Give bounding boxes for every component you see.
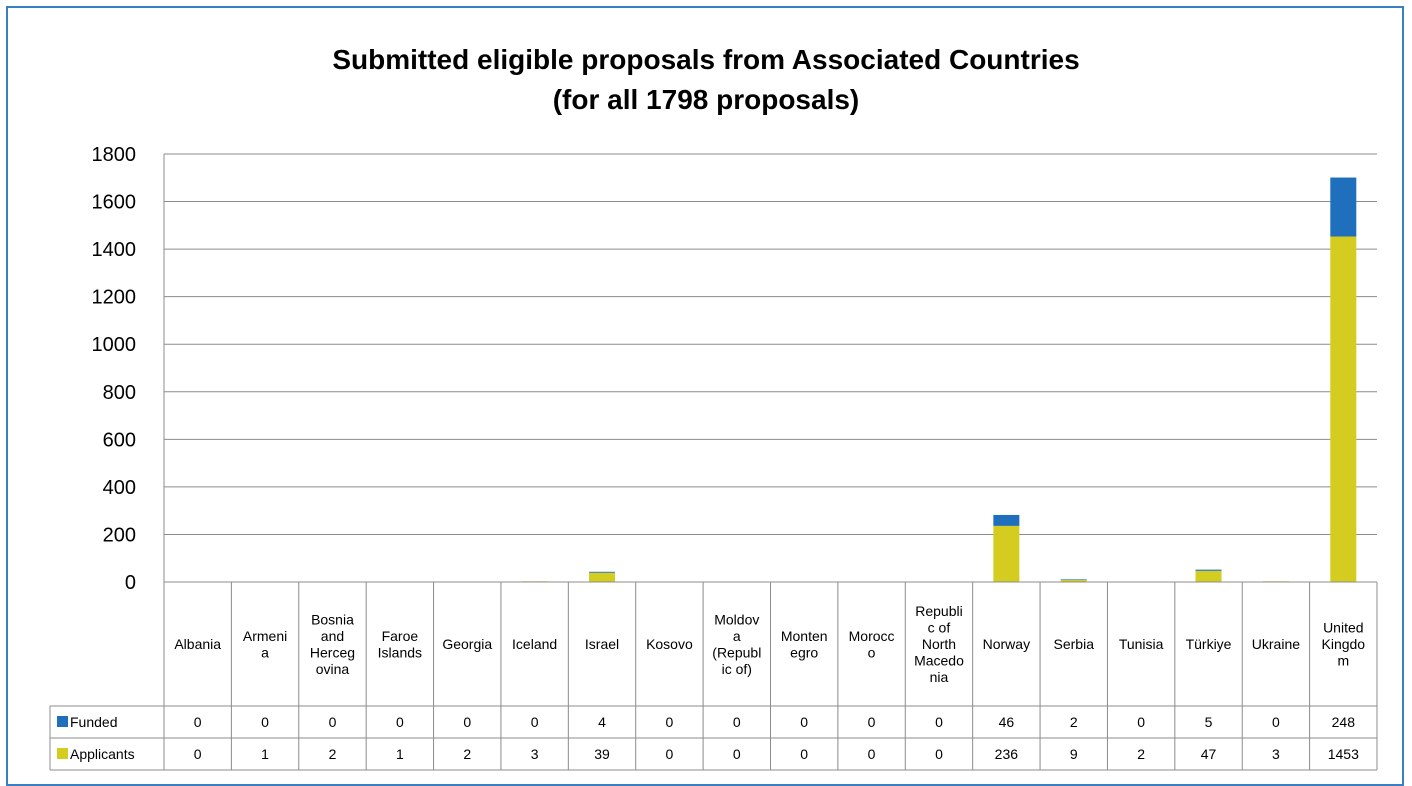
legend-label-applicants: Applicants [70,746,135,762]
bar-applicants [993,525,1020,582]
data-label: 1453 [1328,746,1359,762]
data-label: 3 [1272,746,1280,762]
data-label: 1 [261,746,269,762]
category-label: Faroe Islands [378,628,422,661]
bar-funded [1195,569,1222,571]
category-label: Tunisia [1119,636,1164,652]
data-label: 0 [733,714,741,730]
data-label: 0 [261,714,269,730]
bar-funded [993,514,1020,526]
category-label: Bosnia and Herceg ovina [310,611,355,677]
data-label: 0 [800,714,808,730]
data-label: 39 [594,746,610,762]
data-label: 0 [800,746,808,762]
data-label: 0 [666,714,674,730]
bar-applicants [1060,579,1087,582]
data-label: 2 [463,746,471,762]
legend-swatch-applicants [57,748,68,759]
bar-applicants [1330,236,1357,582]
data-label: 2 [329,746,337,762]
category-label: Ukraine [1252,636,1300,652]
chart-frame [6,6,1404,786]
category-label: Armeni a [243,628,287,661]
data-label: 4 [598,714,606,730]
y-tick-label: 1800 [92,144,137,166]
data-label: 0 [1272,714,1280,730]
data-label: 47 [1201,746,1217,762]
y-tick-label: 1400 [92,239,137,261]
category-label: Serbia [1054,636,1095,652]
data-label: 0 [194,746,202,762]
chart-title: Submitted eligible proposals from Associ… [0,40,1412,120]
bar-applicants [1195,570,1222,582]
legend-label-funded: Funded [70,714,117,730]
category-label: Albania [174,636,221,652]
category-label: Israel [585,636,619,652]
data-label: 0 [1137,714,1145,730]
category-label: Monten egro [781,628,828,661]
y-tick-label: 1000 [92,334,137,356]
data-label: 5 [1205,714,1213,730]
y-tick-label: 600 [103,429,136,451]
data-label: 2 [1070,714,1078,730]
y-tick-label: 0 [125,572,136,594]
category-label: Morocc o [849,628,895,661]
legend-swatch-funded [57,716,68,727]
y-tick-label: 800 [103,382,136,404]
data-label: 0 [329,714,337,730]
y-tick-label: 1200 [92,287,137,309]
data-label: 0 [733,746,741,762]
category-label: Georgia [442,636,492,652]
category-label: Republi c of North Macedo nia [914,603,964,685]
bar-funded [1060,579,1087,580]
y-tick-label: 400 [103,477,136,499]
data-label: 0 [666,746,674,762]
data-label: 0 [935,714,943,730]
data-label: 0 [531,714,539,730]
data-label: 0 [868,746,876,762]
category-label: Iceland [512,636,557,652]
data-label: 3 [531,746,539,762]
bar-funded [589,571,616,573]
category-label: Moldov a (Republ ic of) [712,611,761,677]
data-label: 248 [1332,714,1356,730]
data-label: 2 [1137,746,1145,762]
data-label: 0 [396,714,404,730]
category-label: Türkiye [1186,636,1232,652]
y-tick-label: 1600 [92,192,137,214]
data-label: 9 [1070,746,1078,762]
bar-funded [1330,177,1357,237]
data-label: 1 [396,746,404,762]
bar-applicants [589,572,616,582]
data-label: 0 [935,746,943,762]
category-label: Norway [983,636,1030,652]
chart-subtitle: (for all 1798 proposals) [552,84,860,115]
data-label: 0 [868,714,876,730]
category-label: Kosovo [646,636,693,652]
data-label: 236 [995,746,1019,762]
data-label: 46 [999,714,1015,730]
data-label: 0 [194,714,202,730]
category-label: United Kingdo m [1322,620,1366,669]
chart-title-line1: Submitted eligible proposals from Associ… [332,44,1080,75]
y-tick-label: 200 [103,524,136,546]
data-label: 0 [463,714,471,730]
